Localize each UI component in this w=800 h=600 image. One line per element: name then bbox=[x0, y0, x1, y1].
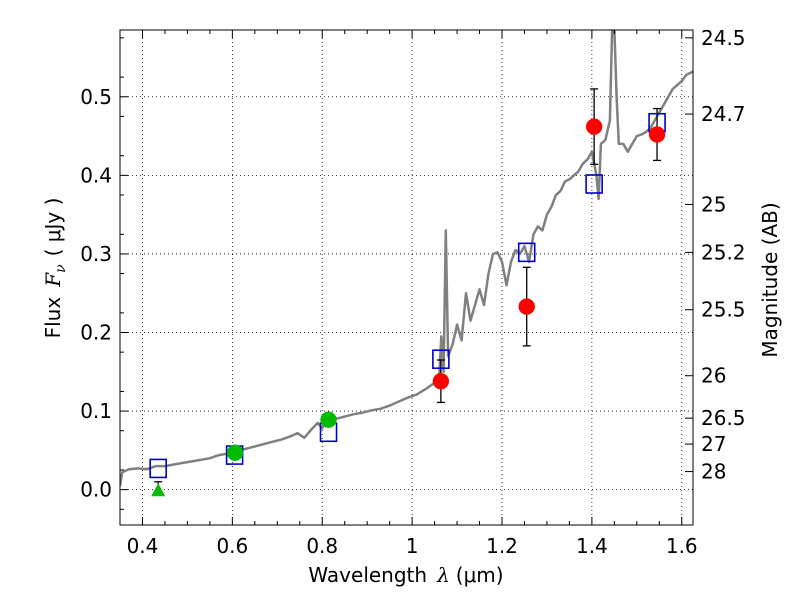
y-axis-label: Flux Fν ( μJy ) bbox=[41, 198, 69, 339]
x-axis-label-unit: (μm) bbox=[456, 563, 504, 587]
model-band-square bbox=[432, 349, 450, 370]
observed-flux-point bbox=[648, 126, 666, 143]
y2-tick-label: 27 bbox=[701, 432, 726, 456]
y2-tick-label: 25 bbox=[701, 192, 726, 216]
y-axis-label-text: Flux bbox=[41, 297, 65, 339]
y-tick-label: 0.5 bbox=[80, 85, 112, 109]
y-tick-label: 0.2 bbox=[80, 321, 112, 345]
observed-flux-point bbox=[432, 372, 450, 390]
y2-tick-label: 25.2 bbox=[701, 240, 746, 264]
y-tick-label: 0.1 bbox=[80, 399, 112, 423]
model-band-square bbox=[585, 174, 603, 194]
x-tick-label: 1.6 bbox=[666, 534, 698, 558]
x-axis-label-text: Wavelength bbox=[308, 563, 427, 587]
x-tick-label: 0.6 bbox=[216, 534, 248, 558]
x-tick-label: 1.4 bbox=[576, 534, 608, 558]
grid bbox=[120, 30, 693, 525]
y-axis-label-subscript: ν bbox=[53, 264, 69, 273]
y2-tick-label: 28 bbox=[701, 460, 726, 484]
observed-flux-point bbox=[320, 411, 337, 428]
y2-tick-label: 26 bbox=[701, 364, 726, 388]
y-tick-label: 0.3 bbox=[80, 242, 112, 266]
y-axis-label-unit: ( μJy ) bbox=[41, 198, 65, 257]
observed-flux-point bbox=[226, 444, 244, 461]
plot-frame bbox=[119, 29, 694, 526]
x-tick-label: 0.4 bbox=[127, 534, 159, 558]
model-band-square bbox=[517, 242, 536, 263]
spectrum-line bbox=[120, 30, 693, 486]
y2-axis-label: Magnitude (AB) bbox=[758, 202, 782, 357]
x-axis-label: Wavelength λ (μm) bbox=[308, 563, 503, 587]
x-tick-label: 1 bbox=[406, 534, 419, 558]
x-tick-label: 1.2 bbox=[486, 534, 518, 558]
y-axis-label-symbol: F bbox=[41, 272, 65, 288]
y-tick-label: 0.4 bbox=[80, 163, 112, 187]
upper-limit-triangle bbox=[151, 483, 166, 497]
data-markers bbox=[149, 112, 666, 497]
y2-tick-label: 25.5 bbox=[701, 298, 746, 322]
x-axis-label-symbol: λ bbox=[436, 563, 450, 587]
y2-tick-label: 24.7 bbox=[701, 102, 746, 126]
observed-flux-point bbox=[518, 298, 535, 315]
observed-flux-point bbox=[585, 118, 603, 135]
x-tick-label: 0.8 bbox=[306, 534, 338, 558]
y2-tick-label: 26.5 bbox=[701, 406, 746, 430]
model-band-square bbox=[149, 458, 167, 479]
y-tick-label: 0.0 bbox=[80, 478, 112, 502]
y2-tick-label: 24.5 bbox=[701, 26, 746, 50]
spectrum-series bbox=[120, 30, 693, 486]
axis-ticks: 0.4 0.6 0.8 1 1.2 1.4 1.6 0.0 0.1 0.2 0.3 0.4 0.5 24.… bbox=[80, 26, 745, 558]
